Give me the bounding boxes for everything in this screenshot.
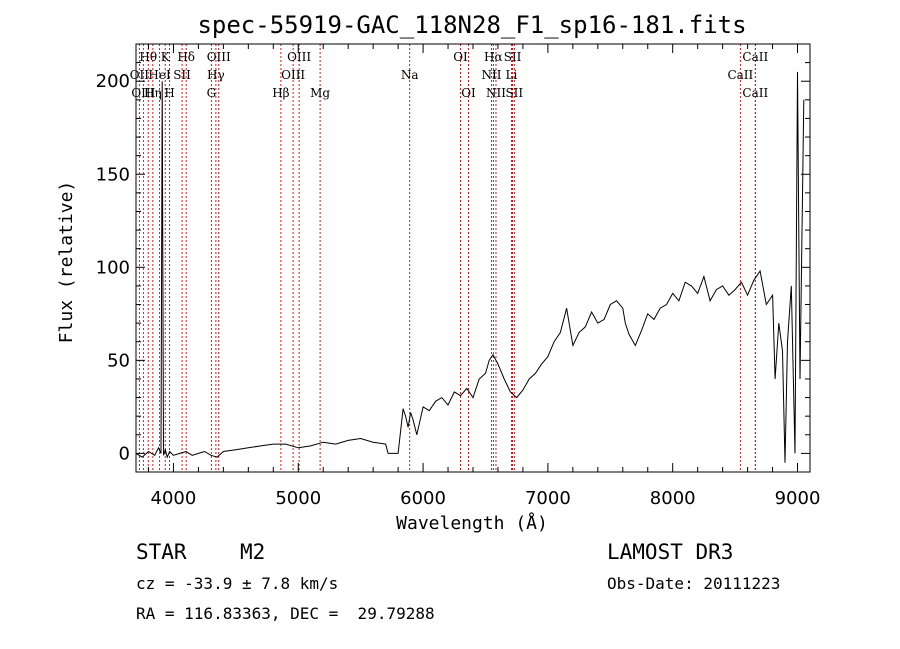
line-label: CaII <box>742 86 768 100</box>
x-tick-label: 8000 <box>650 488 696 509</box>
line-label: Hβ <box>272 86 289 100</box>
line-label: Hδ <box>177 50 195 64</box>
line-label: SII <box>505 86 523 100</box>
line-label: OI <box>461 86 476 100</box>
chart-title: spec-55919-GAC_118N28_F1_sp16-181.fits <box>197 11 746 39</box>
object-subclass: M2 <box>240 540 266 564</box>
redshift-text: cz = -33.9 ± 7.8 km/s <box>136 574 339 593</box>
line-label: SII <box>504 50 522 64</box>
y-tick-label: 100 <box>96 257 130 278</box>
x-tick-label: 9000 <box>775 488 821 509</box>
line-label: NII <box>481 68 501 82</box>
y-axis-ticks: 0 50 100 150 200 <box>96 43 810 473</box>
y-tick-label: 200 <box>96 71 130 92</box>
survey-name: LAMOST DR3 <box>607 540 734 564</box>
line-label: Li <box>506 68 518 82</box>
line-label: Hα <box>484 50 503 64</box>
line-label: OII <box>130 68 150 82</box>
line-label: OIII <box>287 50 311 64</box>
line-label: OI <box>453 50 468 64</box>
plot-frame <box>135 43 811 473</box>
line-label: NII <box>486 86 506 100</box>
line-label: K <box>161 50 171 64</box>
x-axis-label: Wavelength (Å) <box>396 512 548 534</box>
line-label: OIII <box>281 68 305 82</box>
line-label: Hγ <box>207 68 225 82</box>
spectrum-line <box>135 71 805 463</box>
x-tick-label: 5000 <box>275 488 321 509</box>
y-tick-label: 0 <box>119 443 130 464</box>
line-label: Hθ <box>139 50 157 64</box>
line-label: CaII <box>727 68 753 82</box>
line-label: CaII <box>742 50 768 64</box>
y-tick-label: 50 <box>107 350 130 371</box>
x-tick-label: 7000 <box>525 488 571 509</box>
line-label: OIII <box>131 86 155 100</box>
obs-date: Obs-Date: 20111223 <box>607 574 781 593</box>
line-label: H <box>164 86 174 100</box>
x-axis-ticks: 4000 5000 6000 7000 8000 9000 <box>147 44 821 509</box>
x-tick-label: 6000 <box>400 488 446 509</box>
object-class: STAR <box>136 540 187 564</box>
y-axis-label: Flux (relative) <box>56 181 77 344</box>
line-label: SII <box>173 68 191 82</box>
line-label: G <box>207 86 217 100</box>
line-label: Hη <box>144 86 162 100</box>
line-label: OIII <box>207 50 231 64</box>
line-label: HeI <box>148 68 171 82</box>
ra-dec: RA = 116.83363, DEC = 29.79288 <box>136 604 435 623</box>
line-markers <box>138 44 756 472</box>
y-tick-label: 150 <box>96 164 130 185</box>
line-label: Na <box>401 68 419 82</box>
line-label: Mg <box>310 86 330 100</box>
x-tick-label: 4000 <box>151 488 197 509</box>
